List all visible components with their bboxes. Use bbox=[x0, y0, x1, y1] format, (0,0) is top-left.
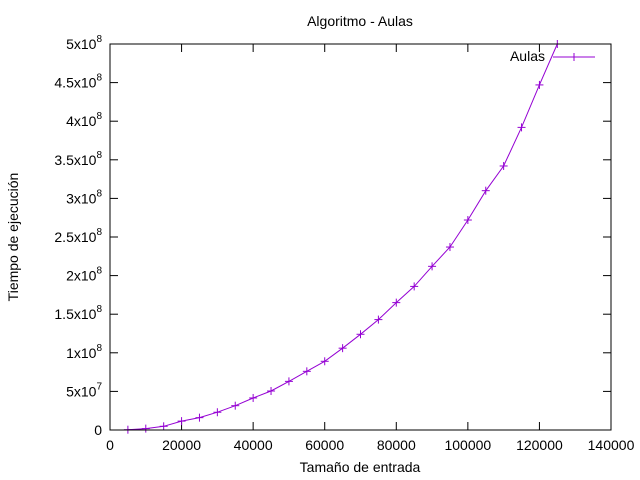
x-ticks: 0 20000 40000 60000 80000 100000 120000 140000 bbox=[106, 44, 635, 453]
data-point bbox=[177, 417, 186, 426]
series-aulas bbox=[123, 40, 562, 434]
x-tick-label: 20000 bbox=[162, 437, 201, 453]
y-tick-label: 5x107 bbox=[66, 381, 102, 399]
data-point bbox=[392, 298, 401, 307]
y-tick-label: 3x108 bbox=[66, 188, 102, 206]
x-tick-label: 0 bbox=[106, 437, 114, 453]
y-tick-label: 4x108 bbox=[66, 111, 102, 129]
series-line bbox=[127, 43, 558, 431]
data-point bbox=[535, 80, 544, 89]
data-point bbox=[249, 393, 258, 402]
chart-title: Algoritmo - Aulas bbox=[307, 13, 413, 29]
y-axis-label: Tiempo de ejecución bbox=[5, 173, 21, 302]
data-point bbox=[141, 424, 150, 433]
data-point bbox=[517, 123, 526, 132]
y-tick-label: 5x108 bbox=[66, 34, 102, 52]
data-point bbox=[481, 186, 490, 195]
data-point bbox=[428, 262, 437, 271]
x-axis-label: Tamaño de entrada bbox=[300, 459, 421, 475]
legend: Aulas bbox=[510, 48, 595, 64]
x-tick-label: 60000 bbox=[305, 437, 344, 453]
y-tick-label: 1x108 bbox=[66, 343, 102, 361]
y-tick-label: 0 bbox=[94, 422, 102, 438]
data-point bbox=[213, 408, 222, 417]
data-point bbox=[499, 161, 508, 170]
data-point bbox=[231, 401, 240, 410]
x-tick-label: 40000 bbox=[234, 437, 273, 453]
data-point bbox=[159, 422, 168, 431]
data-point bbox=[338, 344, 347, 353]
plot-frame bbox=[109, 43, 612, 431]
legend-marker-aulas bbox=[570, 53, 578, 61]
y-tick-label: 2x108 bbox=[66, 266, 102, 284]
data-point bbox=[410, 282, 419, 291]
data-point bbox=[195, 413, 204, 422]
y-tick-label: 1.5x108 bbox=[54, 304, 102, 322]
data-point bbox=[320, 357, 329, 366]
legend-label-aulas: Aulas bbox=[510, 48, 545, 64]
data-point bbox=[445, 243, 454, 252]
data-point bbox=[463, 216, 472, 225]
y-tick-label: 3.5x108 bbox=[54, 150, 102, 168]
x-tick-label: 100000 bbox=[444, 437, 491, 453]
y-ticks: 0 5x107 1x108 1.5x108 2x108 2.5x108 3x108 3.5x1… bbox=[54, 34, 611, 438]
data-point bbox=[302, 367, 311, 376]
y-tick-label: 2.5x108 bbox=[54, 227, 102, 245]
data-point bbox=[267, 387, 276, 396]
x-tick-label: 120000 bbox=[516, 437, 563, 453]
data-point bbox=[284, 377, 293, 386]
data-point bbox=[374, 315, 383, 324]
x-tick-label: 140000 bbox=[588, 437, 635, 453]
data-point bbox=[356, 330, 365, 339]
x-tick-label: 80000 bbox=[377, 437, 416, 453]
y-tick-label: 4.5x108 bbox=[54, 73, 102, 91]
